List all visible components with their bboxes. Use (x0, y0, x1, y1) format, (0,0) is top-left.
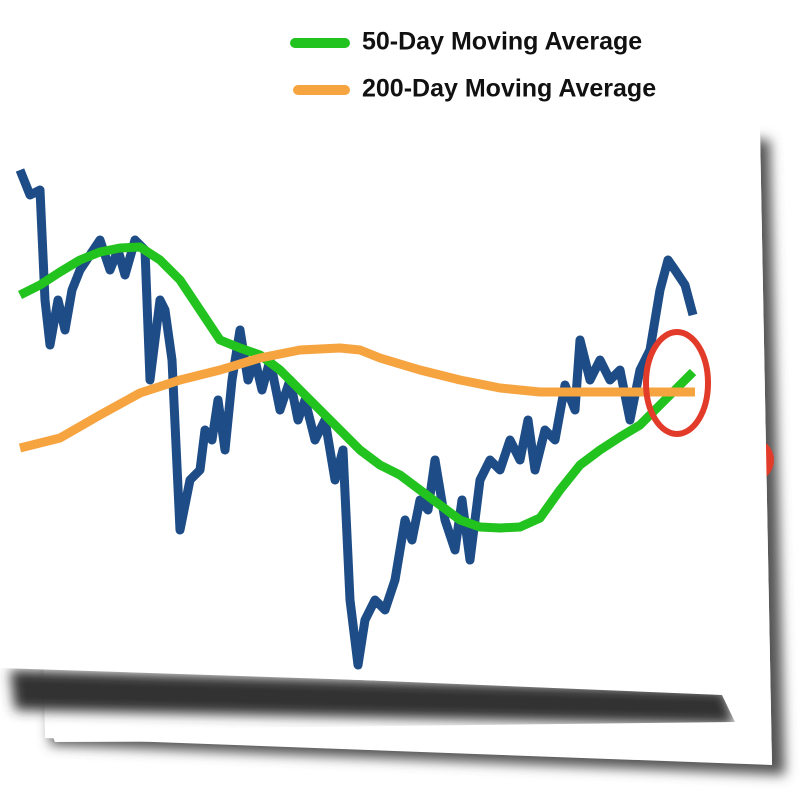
legend-label: 200-Day Moving Average (362, 75, 656, 103)
legend-label: 50-Day Moving Average (362, 28, 642, 56)
plot-area (15, 168, 698, 670)
series-line (18, 343, 695, 453)
legend: 50-Day Moving Average 200-Day Moving Aver… (290, 28, 656, 103)
series-line (15, 168, 698, 670)
sheet-shadow (10, 670, 735, 725)
crossover-highlight (643, 329, 711, 437)
series-line (17, 242, 697, 533)
